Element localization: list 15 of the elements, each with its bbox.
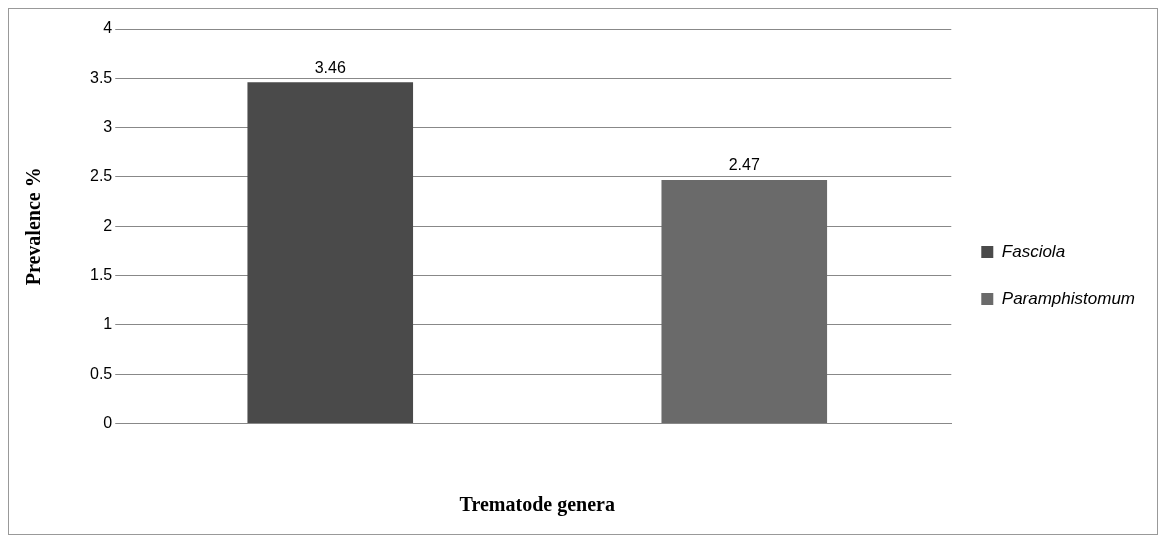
- x-axis-title: Trematode genera: [459, 493, 615, 517]
- y-tick-label: 3: [103, 118, 113, 136]
- y-tick-label: 2.5: [89, 167, 113, 185]
- legend-label: Paramphistomum: [1001, 288, 1136, 308]
- data-label: 3.46: [314, 58, 346, 76]
- y-tick-label: 0.5: [89, 364, 113, 382]
- legend-label: Fasciola: [1001, 241, 1066, 261]
- y-tick-label: 4: [103, 19, 113, 37]
- y-tick-label: 1: [103, 315, 113, 333]
- y-tick-label: 0: [103, 414, 113, 432]
- data-label: 2.47: [728, 156, 760, 174]
- y-tick-label: 3.5: [89, 68, 113, 86]
- y-axis-title: Prevalence %: [22, 167, 45, 286]
- y-tick-label: 2: [103, 216, 113, 234]
- y-tick-label: 1.5: [89, 266, 113, 284]
